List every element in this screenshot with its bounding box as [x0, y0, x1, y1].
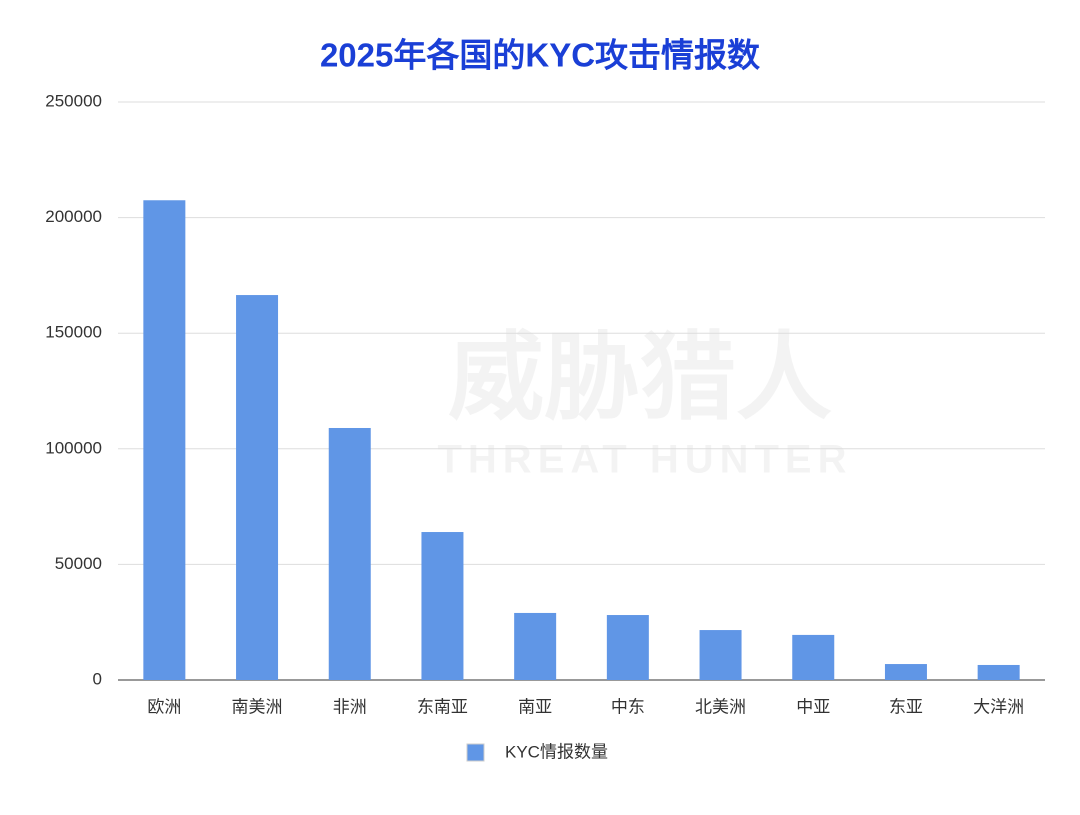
- x-tick-label: 非洲: [333, 697, 367, 716]
- bar: [236, 295, 279, 680]
- bar: [884, 664, 927, 680]
- y-tick-label: 250000: [45, 91, 102, 110]
- x-tick-label: 欧洲: [147, 697, 181, 716]
- x-tick-label: 中亚: [796, 697, 830, 716]
- x-tick-label: 南亚: [518, 697, 552, 716]
- bar: [328, 427, 371, 680]
- chart-title: 2025年各国的KYC攻击情报数: [320, 37, 761, 74]
- y-tick-label: 200000: [45, 207, 102, 226]
- legend-label: KYC情报数量: [505, 742, 608, 761]
- bar: [514, 612, 557, 680]
- watermark: 威胁猎人: [448, 324, 832, 431]
- bar: [143, 200, 186, 680]
- x-tick-label: 北美洲: [695, 697, 746, 716]
- legend-swatch: [466, 743, 485, 762]
- bar: [977, 664, 1020, 680]
- y-tick-label: 0: [93, 669, 102, 688]
- x-tick-label: 东南亚: [417, 697, 468, 716]
- bar: [606, 615, 649, 680]
- x-tick-label: 中东: [611, 697, 645, 716]
- x-tick-label: 南美洲: [232, 697, 283, 716]
- x-tick-label: 东亚: [889, 697, 923, 716]
- bar: [792, 634, 835, 680]
- y-tick-label: 150000: [45, 323, 102, 342]
- watermark-sub: THREAT HUNTER: [437, 438, 852, 482]
- y-tick-label: 100000: [45, 438, 102, 457]
- bar: [699, 630, 742, 680]
- x-tick-label: 大洋洲: [973, 697, 1024, 716]
- y-tick-label: 50000: [55, 554, 102, 573]
- bar: [421, 532, 464, 680]
